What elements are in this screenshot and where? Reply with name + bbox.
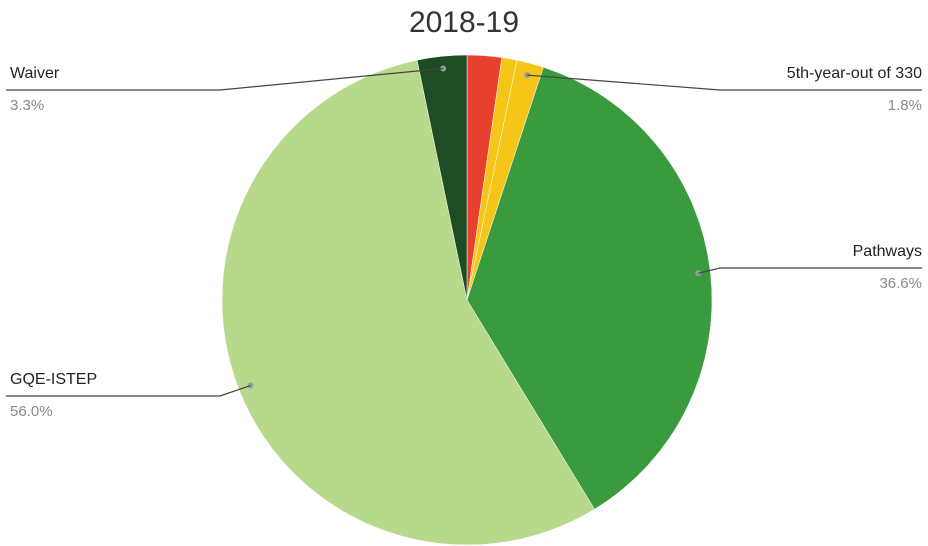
slice-label-gqe-istep: GQE-ISTEP bbox=[10, 371, 97, 388]
callout-line-pathways bbox=[698, 267, 922, 274]
slice-label-5th-year-out-of-330: 5th-year-out of 330 bbox=[787, 65, 922, 82]
slice-label-waiver: Waiver bbox=[10, 65, 60, 82]
chart-title: 2018-19 bbox=[408, 6, 520, 39]
pie-slices bbox=[221, 54, 713, 546]
slice-percent-5th-year-out-of-330: 1.8% bbox=[888, 97, 922, 114]
slice-label-pathways: Pathways bbox=[853, 243, 922, 260]
slice-percent-pathways: 36.6% bbox=[879, 275, 922, 292]
callout-line-5th-year-out-of-330 bbox=[527, 74, 922, 91]
slice-percent-waiver: 3.3% bbox=[10, 97, 44, 114]
pie-slice-pathways bbox=[466, 66, 713, 510]
callout-line-gqe-istep bbox=[6, 384, 251, 397]
slice-percent-gqe-istep: 56.0% bbox=[10, 403, 53, 420]
pie-callouts: 5th-year-out of 330 1.8% Pathways 36.6% GQE-… bbox=[6, 65, 922, 420]
pie-slice-waiver bbox=[416, 54, 468, 301]
callout-line-waiver bbox=[6, 67, 444, 91]
